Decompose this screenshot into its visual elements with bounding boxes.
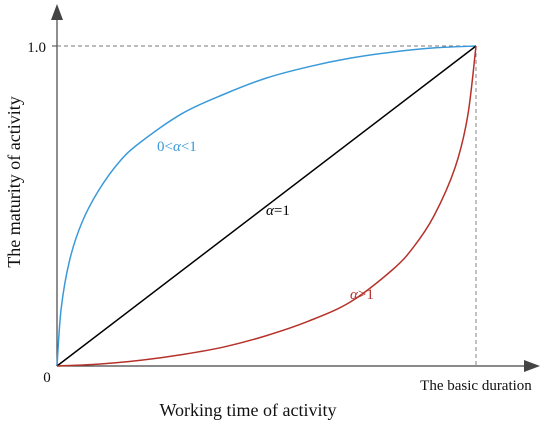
x-axis-arrow bbox=[524, 360, 540, 372]
series-line-alpha-gt-1 bbox=[56, 45, 477, 367]
x-end-label: The basic duration bbox=[420, 378, 532, 394]
origin-label: 0 bbox=[43, 370, 51, 386]
series-label-1-alpha: α bbox=[266, 203, 275, 219]
series-line-0-lt-alpha-lt-1 bbox=[56, 45, 477, 367]
y-tick-label: 1.0 bbox=[27, 40, 46, 56]
series-label-0-prefix: 0< bbox=[157, 139, 173, 155]
y-axis-arrow bbox=[51, 4, 63, 20]
series-label-alpha-gt-1: α>1 bbox=[350, 287, 374, 303]
series-label-0-suffix: <1 bbox=[181, 139, 197, 155]
series-label-0-alpha: α bbox=[173, 139, 182, 155]
series-label-2-alpha: α bbox=[350, 287, 359, 303]
y-axis-label: The maturity of activity bbox=[4, 96, 24, 267]
series-label-2-suffix: >1 bbox=[358, 287, 374, 303]
series-label-1-suffix: =1 bbox=[274, 203, 290, 219]
series-line-alpha-eq-1 bbox=[56, 45, 477, 367]
series-label-alpha-eq-1: α=1 bbox=[266, 203, 290, 219]
x-axis-label: Working time of activity bbox=[159, 400, 336, 420]
series-label-0-lt-alpha-lt-1: 0<α<1 bbox=[157, 139, 197, 155]
